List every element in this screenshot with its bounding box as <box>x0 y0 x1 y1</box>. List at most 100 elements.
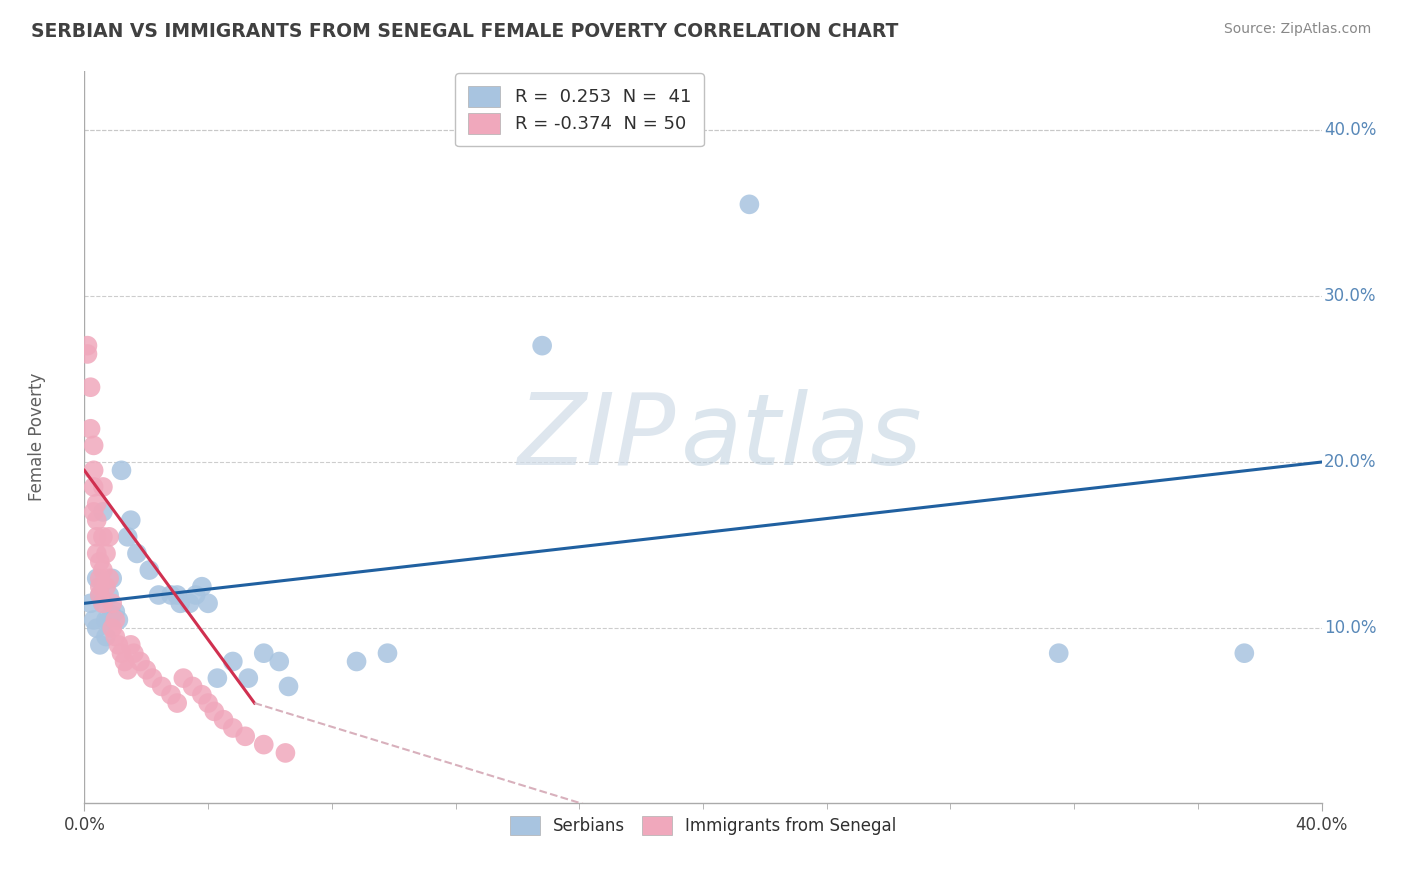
Point <box>86 546 108 560</box>
Point <box>1233 646 1256 660</box>
Point <box>222 655 245 669</box>
Point <box>83 463 105 477</box>
Point <box>197 596 219 610</box>
Point <box>83 480 105 494</box>
Point <box>94 613 117 627</box>
Point <box>238 671 260 685</box>
Point <box>104 630 127 644</box>
Point <box>91 530 114 544</box>
Point <box>89 555 111 569</box>
Text: 20.0%: 20.0% <box>1324 453 1376 471</box>
Point <box>197 696 219 710</box>
Point <box>160 588 183 602</box>
Point <box>269 655 291 669</box>
Point <box>98 613 121 627</box>
Point <box>135 663 157 677</box>
Point <box>122 646 145 660</box>
Point <box>184 588 207 602</box>
Point <box>138 563 160 577</box>
Point <box>253 738 276 752</box>
Point <box>79 422 101 436</box>
Point <box>120 638 142 652</box>
Point <box>166 588 188 602</box>
Point <box>91 563 114 577</box>
Point <box>114 655 136 669</box>
Point <box>120 513 142 527</box>
Point <box>212 713 235 727</box>
Text: 30.0%: 30.0% <box>1324 287 1376 305</box>
Point <box>86 497 108 511</box>
Point <box>94 630 117 644</box>
Point <box>202 705 225 719</box>
Point <box>76 338 98 352</box>
Point <box>107 638 129 652</box>
Text: Source: ZipAtlas.com: Source: ZipAtlas.com <box>1223 22 1371 37</box>
Point <box>346 655 368 669</box>
Point <box>101 607 124 622</box>
Point <box>94 580 117 594</box>
Point <box>104 605 127 619</box>
Point <box>83 438 105 452</box>
Text: SERBIAN VS IMMIGRANTS FROM SENEGAL FEMALE POVERTY CORRELATION CHART: SERBIAN VS IMMIGRANTS FROM SENEGAL FEMAL… <box>31 22 898 41</box>
Point <box>83 505 105 519</box>
Point <box>86 513 108 527</box>
Point <box>79 380 101 394</box>
Point <box>531 338 554 352</box>
Point <box>1047 646 1070 660</box>
Point <box>181 680 204 694</box>
Text: Female Poverty: Female Poverty <box>28 373 46 501</box>
Point <box>98 571 121 585</box>
Point <box>141 671 163 685</box>
Point <box>207 671 229 685</box>
Point <box>91 505 114 519</box>
Point <box>98 530 121 544</box>
Point <box>222 721 245 735</box>
Point <box>110 646 132 660</box>
Legend: Serbians, Immigrants from Senegal: Serbians, Immigrants from Senegal <box>503 809 903 842</box>
Point <box>179 596 201 610</box>
Point <box>377 646 399 660</box>
Point <box>89 588 111 602</box>
Text: 40.0%: 40.0% <box>1324 120 1376 138</box>
Text: 10.0%: 10.0% <box>1324 619 1376 637</box>
Point <box>107 613 129 627</box>
Point <box>89 580 111 594</box>
Point <box>83 613 105 627</box>
Point <box>110 463 132 477</box>
Point <box>738 197 761 211</box>
Point <box>191 688 214 702</box>
Text: atlas: atlas <box>681 389 922 485</box>
Point <box>125 546 148 560</box>
Point <box>129 655 152 669</box>
Point <box>166 696 188 710</box>
Point <box>117 530 139 544</box>
Point <box>104 613 127 627</box>
Point <box>98 588 121 602</box>
Point <box>233 729 256 743</box>
Point <box>86 530 108 544</box>
Point <box>94 546 117 560</box>
Point <box>169 596 191 610</box>
Point <box>148 588 170 602</box>
Point <box>86 571 108 585</box>
Point <box>76 347 98 361</box>
Point <box>89 588 111 602</box>
Point <box>150 680 173 694</box>
Point <box>101 621 124 635</box>
Point <box>160 688 183 702</box>
Point <box>79 596 101 610</box>
Point <box>172 671 194 685</box>
Point <box>89 638 111 652</box>
Point <box>89 571 111 585</box>
Point <box>253 646 276 660</box>
Point <box>101 596 124 610</box>
Point <box>91 596 114 610</box>
Point <box>117 663 139 677</box>
Point <box>101 571 124 585</box>
Point <box>91 596 114 610</box>
Point <box>274 746 297 760</box>
Text: ZIP: ZIP <box>517 389 676 485</box>
Point <box>86 621 108 635</box>
Point <box>277 680 299 694</box>
Point <box>191 580 214 594</box>
